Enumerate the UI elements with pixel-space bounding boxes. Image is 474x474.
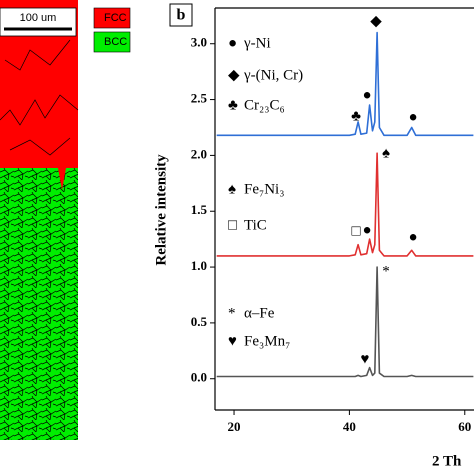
x-tick-label: 20 [228, 419, 241, 434]
legend-label: FCC [104, 12, 127, 24]
y-tick-label: 2.5 [191, 91, 208, 106]
legend-swatch [93, 31, 131, 53]
peak-marker: ● [362, 87, 371, 103]
fcc-intrusion [58, 168, 66, 190]
peak-marker: ♠ [382, 145, 390, 161]
legend-label: TiC [244, 217, 267, 233]
peak-marker: ● [362, 222, 371, 238]
peak-marker: ◆ [370, 13, 382, 29]
x-axis-label: 2 Th [432, 453, 462, 469]
peak-marker: * [382, 263, 390, 279]
y-axis-label: Relative intensity [153, 154, 169, 266]
y-tick-label: 2.0 [191, 146, 207, 161]
xrd-chart: b Relative intensity 2 Th ● γ-Ni ◆ γ-(Ni… [153, 3, 462, 469]
y-tick-label: 1.5 [191, 202, 208, 217]
fcc-boundaries [0, 39, 79, 156]
y-tick-label: 3.0 [191, 35, 207, 50]
x-tick-label: 40 [343, 419, 356, 434]
legend-label: BCC [104, 36, 127, 48]
legend-symbol: ♥ [228, 333, 237, 349]
peak-marker: ♥ [361, 351, 370, 367]
peak-marker: ♣ [351, 108, 361, 124]
legend-symbol: □ [228, 217, 237, 233]
xrd-pattern [216, 31, 474, 137]
legend-label: γ-(Ni, Cr) [243, 67, 303, 83]
legend-symbol: ♣ [228, 97, 238, 113]
legend-symbol: ♠ [228, 181, 236, 197]
legend-swatch [93, 7, 131, 29]
legend-symbol: ◆ [228, 67, 240, 83]
xrd-pattern [216, 152, 474, 257]
peak-marker: ● [408, 229, 417, 245]
legend-label: Fe₃Mn₇ [244, 333, 290, 349]
scale-bar-box [0, 7, 77, 37]
y-tick-label: 0.0 [191, 370, 207, 385]
peak-marker: ● [408, 109, 417, 125]
phase-map: 100 um FCC BCC [0, 0, 131, 440]
legend-label: Cr₂₃C₆ [244, 97, 285, 113]
y-tick-label: 0.5 [191, 314, 208, 329]
x-tick-label: 60 [458, 419, 471, 434]
panel-label-box [169, 3, 193, 27]
legend-label: Fe₇Ni₃ [244, 181, 284, 197]
legend-symbol: * [228, 305, 236, 321]
legend-label: α–Fe [244, 305, 275, 321]
bcc-boundaries [0, 168, 78, 440]
panel-label: b [177, 7, 186, 24]
legend-label: γ-Ni [243, 35, 271, 51]
y-tick-label: 1.0 [191, 258, 207, 273]
legend-symbol: ● [228, 35, 237, 51]
xrd-pattern [216, 266, 474, 378]
scale-bar-label: 100 um [20, 12, 57, 24]
peak-marker: □ [351, 223, 360, 239]
